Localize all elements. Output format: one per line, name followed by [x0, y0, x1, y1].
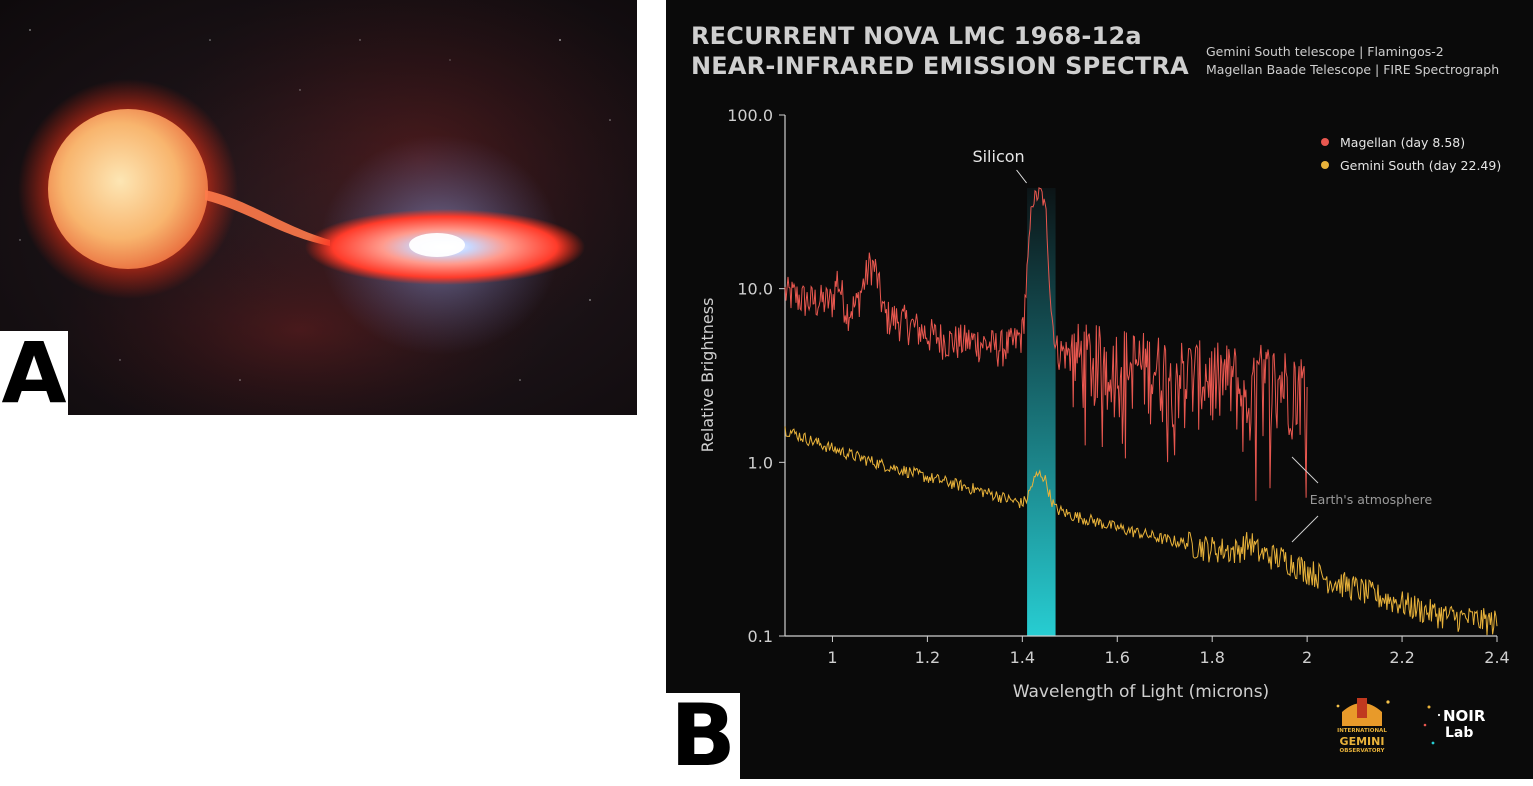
silicon-pointer [1016, 169, 1027, 184]
chart-title-line-2: NEAR-INFRARED EMISSION SPECTRA [691, 52, 1189, 80]
instrument-credit-2: Magellan Baade Telescope | FIRE Spectrog… [1206, 62, 1500, 77]
magellan-spectrum-line [784, 187, 1308, 501]
panel-label-b: B [666, 693, 740, 779]
y-tick-label: 100.0 [727, 106, 773, 125]
gemini-logo-line-2: GEMINI [1339, 735, 1385, 748]
noirlab-logo-line-2: Lab [1445, 725, 1474, 741]
noirlab-logo: NOIR Lab [1421, 695, 1501, 757]
chart-series [784, 187, 1498, 636]
instrument-credit-1: Gemini South telescope | Flamingos-2 [1206, 44, 1444, 59]
legend-marker [1321, 138, 1329, 146]
gemini-logo-line-3: OBSERVATORY [1339, 748, 1385, 754]
chart-axes [784, 115, 1497, 637]
noirlab-crescent-icon [1423, 701, 1451, 749]
x-tick-label: 1 [827, 648, 837, 667]
gemini-spectrum-line [784, 426, 1498, 636]
y-tick-label: 10.0 [737, 280, 773, 299]
x-axis-label: Wavelength of Light (microns) [1013, 682, 1269, 702]
gemini-dome-icon [1336, 698, 1390, 726]
spectrum-chart-panel: RECURRENT NOVA LMC 1968-12a NEAR-INFRARE… [666, 0, 1533, 779]
spectrum-chart: 1 1.2 1.4 1.6 1.8 2 2.2 2.4 100.0 10.0 1.0 0.1 Sili… [698, 106, 1510, 702]
atmosphere-pointer-upper [1291, 456, 1319, 484]
atmosphere-pointer-lower [1291, 515, 1319, 543]
legend-label: Magellan (day 8.58) [1340, 135, 1465, 150]
chart-ticks: 1 1.2 1.4 1.6 1.8 2 2.2 2.4 100.0 10.0 1.0 0.1 [727, 106, 1510, 667]
x-tick-label: 1.8 [1199, 648, 1224, 667]
nova-binary-illustration [18, 0, 637, 415]
gemini-observatory-logo: INTERNATIONAL GEMINI OBSERVATORY [1330, 690, 1394, 760]
gemini-logo-line-1: INTERNATIONAL [1337, 728, 1387, 734]
x-tick-label: 2.4 [1484, 648, 1509, 667]
y-tick-label: 1.0 [748, 453, 773, 472]
x-tick-label: 2.2 [1389, 648, 1414, 667]
x-tick-label: 2 [1302, 648, 1312, 667]
panel-label-a: A [0, 324, 68, 422]
silicon-highlight-band [1027, 188, 1056, 636]
atmosphere-annotation: Earth's atmosphere [1310, 492, 1433, 507]
nova-illustration [0, 0, 637, 415]
legend-marker [1321, 161, 1329, 169]
x-tick-label: 1.2 [915, 648, 940, 667]
silicon-annotation: Silicon [972, 147, 1024, 166]
noirlab-logo-line-1: NOIR [1443, 707, 1486, 725]
y-tick-label: 0.1 [748, 627, 773, 646]
x-tick-label: 1.6 [1105, 648, 1130, 667]
y-axis-label: Relative Brightness [698, 298, 717, 453]
chart-legend: Magellan (day 8.58) Gemini South (day 22.… [1321, 135, 1501, 173]
x-tick-label: 1.4 [1010, 648, 1035, 667]
chart-title-line-1: RECURRENT NOVA LMC 1968-12a [691, 22, 1142, 50]
legend-label: Gemini South (day 22.49) [1340, 158, 1501, 173]
chart-annotations: Silicon Earth's atmosphere [972, 147, 1433, 543]
